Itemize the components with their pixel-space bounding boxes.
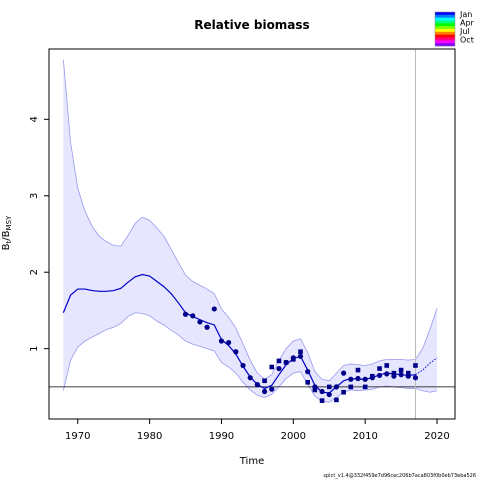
legend-color-band bbox=[435, 12, 455, 16]
data-point-circle bbox=[333, 384, 340, 390]
data-point-circle bbox=[362, 376, 368, 382]
data-point-circle bbox=[319, 388, 325, 395]
data-point-circle bbox=[276, 365, 282, 372]
data-point-circle bbox=[348, 376, 354, 382]
legend-color-box bbox=[434, 11, 456, 47]
data-point-square bbox=[341, 389, 346, 395]
data-point-square bbox=[334, 397, 339, 403]
data-point-square bbox=[298, 349, 303, 355]
legend-label: Apr bbox=[460, 19, 475, 28]
data-point-square bbox=[348, 384, 354, 390]
data-point-circle bbox=[261, 388, 268, 395]
confidence-lower-line bbox=[62, 312, 438, 403]
data-point-circle bbox=[218, 338, 225, 344]
data-point-square bbox=[291, 357, 296, 362]
data-point-square bbox=[312, 387, 318, 393]
legend-color-band bbox=[435, 34, 455, 38]
y-tick-label: 3 bbox=[29, 193, 40, 199]
data-point-square bbox=[326, 384, 332, 390]
y-axis: 1 2 3 4 bbox=[29, 116, 49, 352]
data-point-circle bbox=[398, 372, 404, 378]
legend-label: Jul bbox=[459, 27, 470, 36]
data-point-square bbox=[319, 398, 325, 403]
y-axis-label-sep: /B bbox=[1, 230, 12, 240]
legend-color-band bbox=[435, 43, 455, 47]
data-point-circle bbox=[226, 339, 232, 346]
index-series-2-points bbox=[262, 349, 418, 403]
data-point-square bbox=[276, 358, 282, 364]
index-series-1-points bbox=[182, 306, 419, 398]
data-point-circle bbox=[233, 349, 239, 355]
legend-color-band bbox=[435, 20, 455, 24]
data-point-circle bbox=[269, 386, 275, 392]
legend-color-band bbox=[435, 17, 455, 21]
data-point-circle bbox=[211, 306, 217, 312]
plot-area bbox=[49, 49, 455, 419]
data-point-square bbox=[413, 363, 418, 368]
data-point-circle bbox=[297, 353, 304, 359]
legend-label: Oct bbox=[460, 36, 474, 45]
x-axis-label: Time bbox=[239, 456, 264, 467]
data-point-square bbox=[262, 378, 267, 384]
data-point-circle bbox=[204, 324, 210, 330]
legend-color-band bbox=[435, 26, 455, 30]
x-tick-label: 2000 bbox=[281, 431, 306, 442]
x-axis: 1970 1980 1990 2000 2010 2020 bbox=[65, 419, 450, 442]
data-point-circle bbox=[190, 313, 196, 319]
data-point-circle bbox=[412, 375, 419, 381]
data-point-square bbox=[391, 370, 397, 376]
confidence-band bbox=[63, 59, 438, 403]
x-tick-label: 2010 bbox=[352, 431, 377, 442]
data-point-circle bbox=[341, 370, 347, 376]
x-tick-label: 1990 bbox=[209, 431, 234, 442]
legend-color-band bbox=[435, 37, 455, 41]
data-point-circle bbox=[247, 375, 253, 381]
plot-frame bbox=[48, 48, 456, 420]
data-point-circle bbox=[326, 391, 332, 398]
legend-color-band bbox=[435, 31, 455, 35]
data-point-circle bbox=[384, 371, 390, 377]
data-point-square bbox=[305, 380, 310, 385]
data-point-circle bbox=[305, 369, 311, 375]
data-point-circle bbox=[182, 311, 189, 317]
data-point-circle bbox=[254, 381, 260, 388]
y-tick-label: 1 bbox=[29, 345, 40, 351]
data-point-square bbox=[283, 360, 289, 365]
y-axis-label-sub2: MSY bbox=[5, 215, 13, 230]
y-tick-label: 4 bbox=[29, 116, 40, 122]
y-axis-label-main: B bbox=[1, 243, 12, 250]
x-tick-label: 2020 bbox=[424, 431, 449, 442]
footer-version-text: spict_v1.4@332f459e7d96cec206b7aca803f0b… bbox=[323, 473, 476, 479]
data-point-square bbox=[362, 384, 368, 390]
y-axis-label: Bt/BMSY bbox=[1, 215, 13, 250]
legend-label: Jan bbox=[459, 10, 472, 19]
data-point-circle bbox=[197, 319, 203, 325]
data-point-circle bbox=[240, 362, 246, 369]
biomass-forecast-line bbox=[415, 357, 438, 376]
confidence-upper-line bbox=[62, 59, 438, 382]
legend-color-band bbox=[435, 29, 455, 33]
data-point-square bbox=[269, 364, 275, 370]
data-point-square bbox=[384, 363, 390, 368]
data-point-square bbox=[370, 373, 375, 379]
chart-title: Relative biomass bbox=[194, 18, 309, 32]
data-point-circle bbox=[355, 375, 361, 382]
x-tick-label: 1970 bbox=[65, 431, 90, 442]
data-point-square bbox=[398, 367, 404, 373]
y-axis-label-sub1: t bbox=[5, 240, 13, 243]
data-point-square bbox=[405, 370, 411, 376]
legend-color-band bbox=[435, 23, 455, 27]
legend-color-band bbox=[435, 14, 455, 18]
x-tick-label: 1980 bbox=[137, 431, 162, 442]
y-tick-label: 2 bbox=[29, 269, 40, 275]
data-point-circle bbox=[376, 372, 383, 379]
legend-color-band bbox=[435, 40, 455, 44]
data-point-square bbox=[377, 366, 382, 371]
data-point-square bbox=[355, 367, 361, 373]
